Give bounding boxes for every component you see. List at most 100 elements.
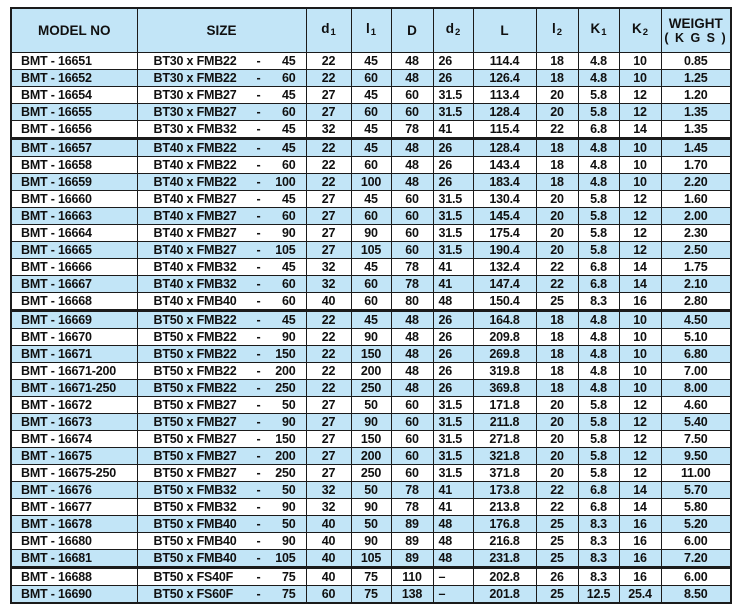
K1-cell: 4.8 <box>577 361 620 380</box>
l2-cell: 25 <box>535 514 579 533</box>
L-cell: 201.8 <box>472 584 537 603</box>
K1-cell: 12.5 <box>577 584 620 603</box>
weight-cell: 1.25 <box>660 68 732 87</box>
weight-cell: 1.45 <box>660 137 732 157</box>
L-cell: 319.8 <box>472 361 537 380</box>
D-cell: 78 <box>390 119 434 140</box>
model-cell: BMT - 16677 <box>10 497 138 516</box>
l2-cell: 20 <box>535 240 579 259</box>
D-cell: 48 <box>390 327 434 346</box>
model-cell: BMT - 16681 <box>10 548 138 569</box>
d1-cell: 27 <box>305 412 352 431</box>
d2-cell: 48 <box>432 548 474 569</box>
K2-cell: 12 <box>618 412 662 431</box>
K1-cell: 5.8 <box>577 446 620 465</box>
d2-cell: 26 <box>432 344 474 363</box>
D-cell: 60 <box>390 395 434 414</box>
model-cell: BMT - 16671-200 <box>10 361 138 380</box>
col-header-d2: d2 <box>432 7 474 53</box>
D-cell: 48 <box>390 137 434 157</box>
d2-cell: 26 <box>432 327 474 346</box>
D-cell: 60 <box>390 206 434 225</box>
d1-cell: 32 <box>305 119 352 140</box>
d1-cell: 40 <box>305 566 352 586</box>
size-cell: BT50 x FMB27-150 <box>136 429 307 448</box>
model-cell: BMT - 16655 <box>10 102 138 121</box>
d1-cell: 60 <box>305 584 352 603</box>
table-row: BMT - 16671-200 BT50 x FMB22-200 22 200 48 26… <box>10 361 732 380</box>
weight-cell: 1.35 <box>660 119 732 140</box>
d2-cell: 26 <box>432 378 474 397</box>
model-cell: BMT - 16680 <box>10 531 138 550</box>
l2-cell: 20 <box>535 446 579 465</box>
d2-cell: 26 <box>432 309 474 329</box>
table-row: BMT - 16668 BT40 x FMB40-60 40 60 80 48 150.4 2… <box>10 291 732 312</box>
D-cell: 78 <box>390 480 434 499</box>
l2-cell: 18 <box>535 361 579 380</box>
l1-cell: 100 <box>350 172 392 191</box>
K1-cell: 5.8 <box>577 85 620 104</box>
col-header-weight: WEIGHT( K G S ) <box>660 7 732 53</box>
K2-cell: 12 <box>618 446 662 465</box>
K2-cell: 10 <box>618 327 662 346</box>
l2-cell: 20 <box>535 85 579 104</box>
D-cell: 60 <box>390 240 434 259</box>
L-cell: 128.4 <box>472 102 537 121</box>
l2-cell: 20 <box>535 429 579 448</box>
L-cell: 202.8 <box>472 566 537 586</box>
size-cell: BT50 x FMB27-200 <box>136 446 307 465</box>
size-cell: BT30 x FMB27-60 <box>136 102 307 121</box>
size-cell: BT40 x FMB22-45 <box>136 137 307 157</box>
weight-cell: 2.20 <box>660 172 732 191</box>
d2-cell: 31.5 <box>432 463 474 482</box>
l1-cell: 45 <box>350 85 392 104</box>
L-cell: 132.4 <box>472 257 537 276</box>
l1-cell: 250 <box>350 378 392 397</box>
d2-cell: 31.5 <box>432 395 474 414</box>
model-cell: BMT - 16676 <box>10 480 138 499</box>
K1-cell: 5.8 <box>577 429 620 448</box>
K2-cell: 10 <box>618 309 662 329</box>
l2-cell: 25 <box>535 548 579 569</box>
model-cell: BMT - 16668 <box>10 291 138 312</box>
d2-cell: 31.5 <box>432 223 474 242</box>
table-row: BMT - 16674 BT50 x FMB27-150 27 150 60 31.5 27… <box>10 429 732 448</box>
D-cell: 48 <box>390 344 434 363</box>
D-cell: 48 <box>390 172 434 191</box>
l2-cell: 18 <box>535 51 579 70</box>
model-cell: BMT - 16652 <box>10 68 138 87</box>
K1-cell: 8.3 <box>577 514 620 533</box>
D-cell: 60 <box>390 463 434 482</box>
l1-cell: 90 <box>350 223 392 242</box>
K1-cell: 6.8 <box>577 119 620 140</box>
K1-cell: 5.8 <box>577 206 620 225</box>
weight-cell: 6.00 <box>660 566 732 586</box>
weight-cell: 2.80 <box>660 291 732 312</box>
l1-cell: 60 <box>350 68 392 87</box>
D-cell: 78 <box>390 274 434 293</box>
table-row: BMT - 16655 BT30 x FMB27-60 27 60 60 31.5 128.… <box>10 102 732 121</box>
weight-cell: 9.50 <box>660 446 732 465</box>
l1-cell: 75 <box>350 584 392 603</box>
d1-cell: 22 <box>305 68 352 87</box>
size-cell: BT40 x FMB22-100 <box>136 172 307 191</box>
model-cell: BMT - 16656 <box>10 119 138 140</box>
col-header-l1: l1 <box>350 7 392 53</box>
table-row: BMT - 16656 BT30 x FMB32-45 32 45 78 41 115.4 2… <box>10 119 732 140</box>
table-row: BMT - 16688 BT50 x FS40F -75 40 75 110–202.8 2… <box>10 566 732 586</box>
d1-cell: 27 <box>305 206 352 225</box>
table-row: BMT - 16690 BT50 x FS60F -75 60 75 138–201.8 2… <box>10 584 732 603</box>
table-row: BMT - 16664 BT40 x FMB27-90 27 90 60 31.5 175.… <box>10 223 732 242</box>
model-cell: BMT - 16654 <box>10 85 138 104</box>
table-row: BMT - 16680 BT50 x FMB40-90 40 90 89 48 216.8 2… <box>10 531 732 550</box>
l1-cell: 60 <box>350 206 392 225</box>
weight-cell: 2.10 <box>660 274 732 293</box>
d1-cell: 27 <box>305 223 352 242</box>
K2-cell: 14 <box>618 497 662 516</box>
l1-cell: 200 <box>350 446 392 465</box>
L-cell: 321.8 <box>472 446 537 465</box>
L-cell: 211.8 <box>472 412 537 431</box>
size-cell: BT50 x FMB22-200 <box>136 361 307 380</box>
K2-cell: 12 <box>618 189 662 208</box>
l2-cell: 18 <box>535 137 579 157</box>
